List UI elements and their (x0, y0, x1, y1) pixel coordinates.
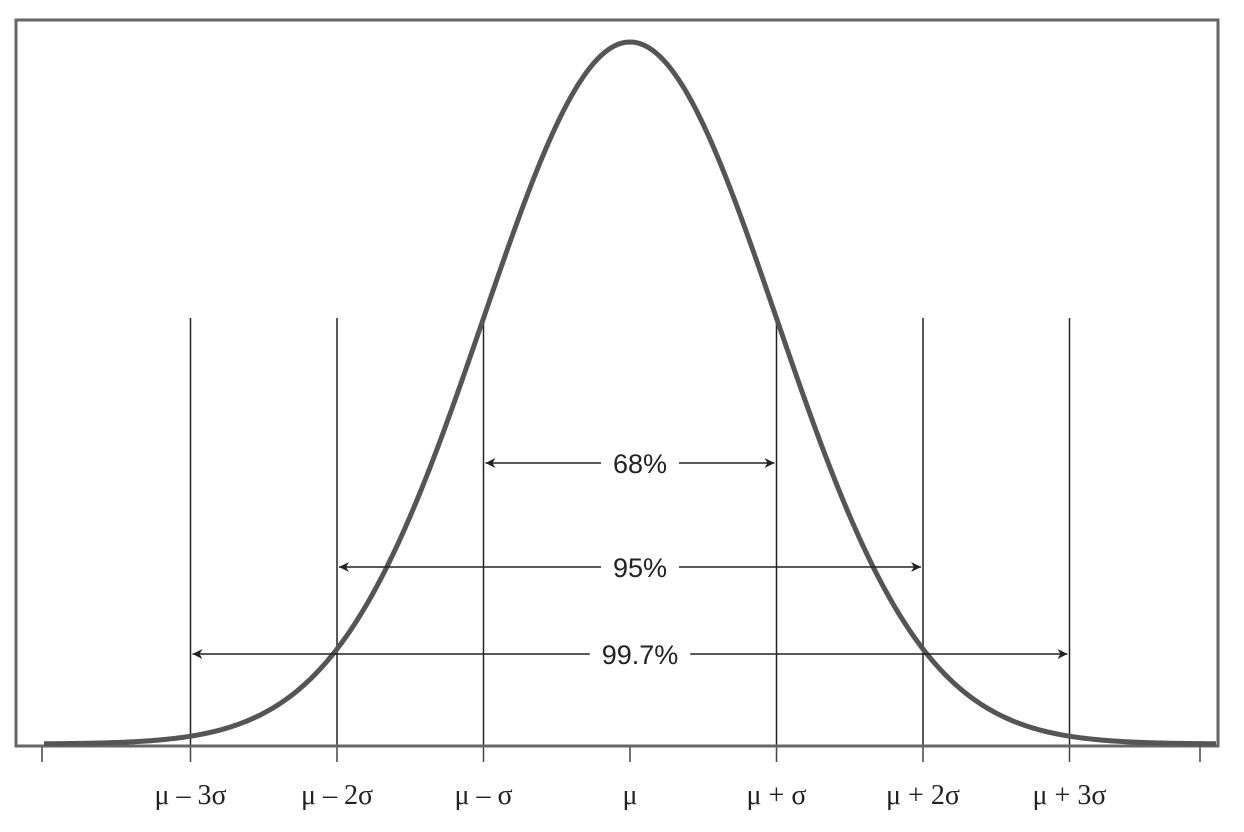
label-gap (600, 563, 680, 571)
bell-curve (43, 39, 1217, 747)
x-label: μ + 3σ (1033, 780, 1107, 811)
x-label: μ – 2σ (301, 780, 373, 811)
x-label: μ + σ (747, 780, 807, 811)
x-label: μ + 2σ (886, 780, 960, 811)
label-gap (589, 650, 691, 658)
interval-label: 68% (613, 449, 667, 479)
x-label: μ – 3σ (154, 780, 226, 811)
x-label: μ (622, 780, 637, 811)
x-label: μ – σ (454, 780, 512, 811)
label-gap (600, 459, 680, 467)
frame (14, 18, 1220, 748)
interval-label: 99.7% (602, 640, 679, 670)
interval-label: 95% (613, 553, 667, 583)
